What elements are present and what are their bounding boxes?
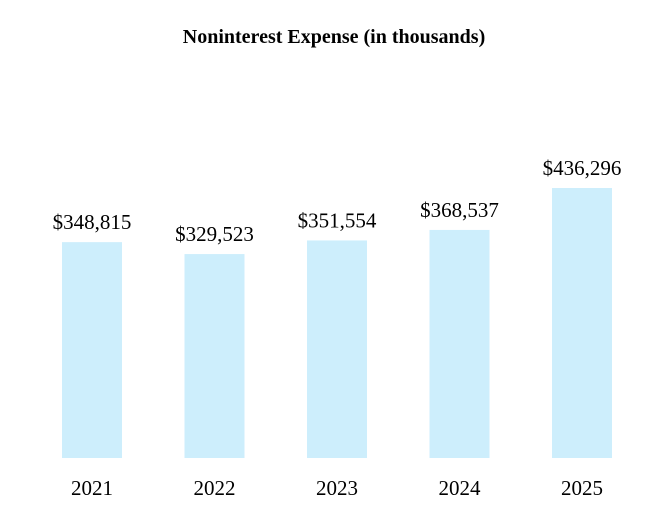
- data-label-2021: $348,815: [53, 210, 132, 234]
- data-labels-group: $348,815 $329,523 $351,554 $368,537 $436,296: [53, 156, 622, 246]
- bar-2021: [62, 242, 122, 458]
- x-tick-label-2023: 2023: [316, 476, 358, 500]
- bar-2025: [552, 188, 612, 458]
- x-tick-label-2021: 2021: [71, 476, 113, 500]
- data-label-2023: $351,554: [298, 208, 377, 232]
- bars-group: [62, 188, 612, 458]
- x-tick-label-2025: 2025: [561, 476, 603, 500]
- x-axis-tick-labels: 2021 2022 2023 2024 2025: [71, 476, 603, 500]
- bar-2023: [307, 240, 367, 458]
- bar-2022: [184, 254, 245, 458]
- chart-title: Noninterest Expense (in thousands): [182, 26, 486, 48]
- data-label-2024: $368,537: [420, 198, 499, 222]
- data-label-2025: $436,296: [543, 156, 622, 180]
- bar-2024: [429, 229, 490, 458]
- x-tick-label-2022: 2022: [194, 476, 236, 500]
- data-label-2022: $329,523: [175, 222, 254, 246]
- x-tick-label-2024: 2024: [439, 476, 482, 500]
